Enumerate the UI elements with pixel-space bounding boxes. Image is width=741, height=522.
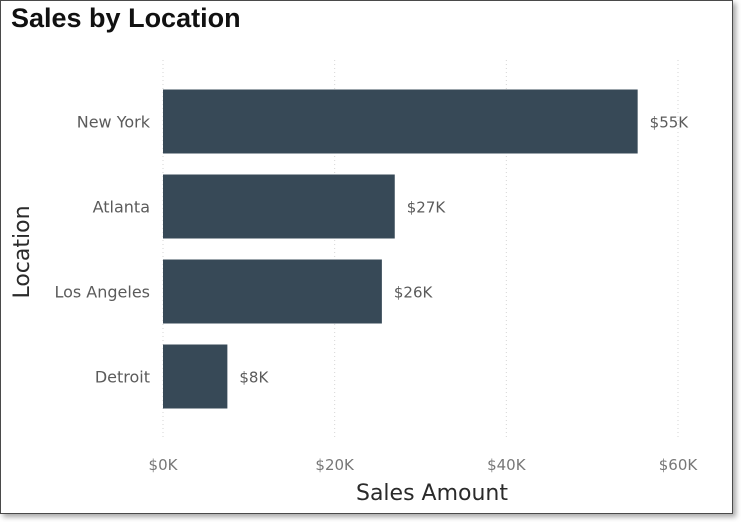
- x-tick-label: $40K: [487, 456, 527, 474]
- data-label: $8K: [239, 369, 269, 387]
- bars-group: [163, 89, 638, 409]
- x-tick-label: $0K: [149, 456, 179, 474]
- bar[interactable]: [163, 344, 228, 409]
- category-label: New York: [77, 113, 151, 132]
- x-tick-label: $20K: [315, 456, 355, 474]
- category-label: Detroit: [95, 368, 150, 387]
- category-labels: New York Atlanta Los Angeles Detroit: [54, 113, 150, 387]
- data-labels: $55K $27K $26K $8K: [239, 114, 689, 387]
- x-axis-title: Sales Amount: [356, 481, 508, 506]
- data-label: $26K: [394, 284, 434, 302]
- category-label: Los Angeles: [54, 283, 150, 302]
- data-label: $55K: [650, 114, 690, 132]
- y-axis-title: Location: [10, 205, 35, 298]
- chart-title: Sales by Location: [11, 3, 241, 33]
- x-tick-labels: $0K $20K $40K $60K: [149, 456, 699, 474]
- x-tick-label: $60K: [659, 456, 699, 474]
- bar[interactable]: [163, 89, 638, 154]
- category-label: Atlanta: [93, 198, 150, 217]
- chart-visual: Sales by Location: [0, 0, 733, 514]
- bar[interactable]: [163, 174, 395, 239]
- data-label: $27K: [407, 199, 447, 217]
- bar[interactable]: [163, 259, 382, 324]
